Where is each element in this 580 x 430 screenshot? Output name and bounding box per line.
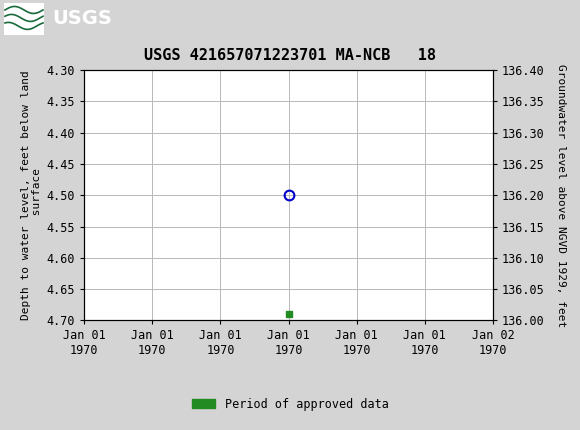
- Y-axis label: Depth to water level, feet below land
 surface: Depth to water level, feet below land su…: [21, 71, 42, 320]
- FancyBboxPatch shape: [4, 3, 44, 35]
- Y-axis label: Groundwater level above NGVD 1929, feet: Groundwater level above NGVD 1929, feet: [556, 64, 566, 327]
- Legend: Period of approved data: Period of approved data: [187, 393, 393, 415]
- Text: USGS 421657071223701 MA-NCB   18: USGS 421657071223701 MA-NCB 18: [144, 48, 436, 63]
- Text: USGS: USGS: [52, 9, 112, 28]
